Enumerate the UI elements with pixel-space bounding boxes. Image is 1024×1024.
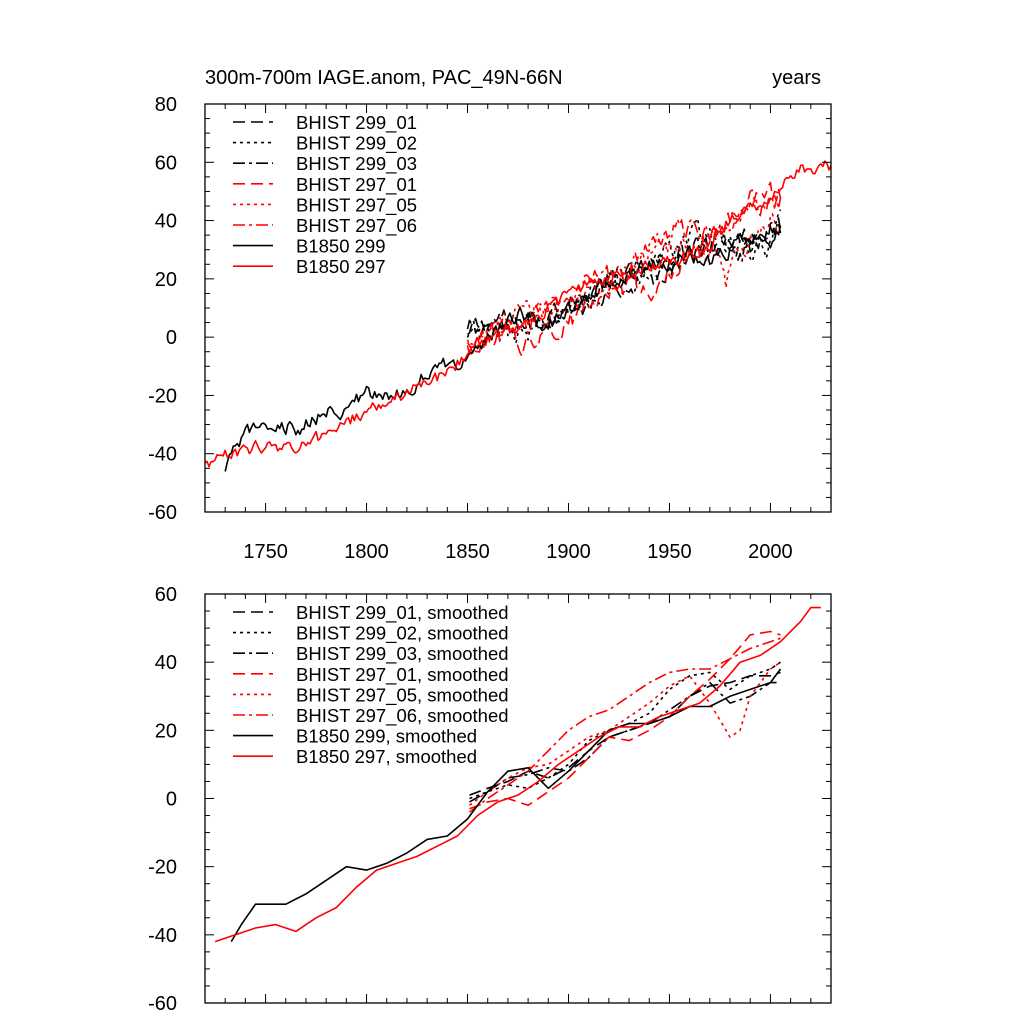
legend-label: BHIST 299_01, smoothed xyxy=(296,602,509,624)
legend-label: BHIST 297_05 xyxy=(296,194,417,216)
x-tick-label: 1800 xyxy=(344,541,389,563)
y-tick-label: -20 xyxy=(148,385,177,407)
y-tick-label: 80 xyxy=(155,94,177,116)
y-tick-label: 60 xyxy=(155,584,177,606)
series-group xyxy=(205,160,831,472)
y-tick-label: 20 xyxy=(155,720,177,742)
x-tick-label: 1950 xyxy=(647,541,692,563)
series-line-bhist-299-03 xyxy=(467,217,782,341)
series-line-b1850-299 xyxy=(224,225,782,472)
series-group xyxy=(214,606,821,943)
series-line-b1850-297 xyxy=(205,160,831,468)
legend-label: BHIST 297_01 xyxy=(296,174,417,196)
series-line-bhist-299-03-smoothed xyxy=(469,681,781,803)
y-tick-label: 0 xyxy=(166,327,177,349)
x-tick-label: 1750 xyxy=(243,541,288,563)
legend-label: BHIST 297_05, smoothed xyxy=(296,684,509,706)
y-tick-label: -60 xyxy=(148,993,177,1015)
legend-label: B1850 297, smoothed xyxy=(296,746,477,767)
y-tick-label: 40 xyxy=(155,211,177,233)
x-tick-label: 1850 xyxy=(445,541,490,563)
series-line-bhist-297-06-smoothed xyxy=(469,637,781,813)
series-line-bhist-297-01-smoothed xyxy=(469,630,781,810)
legend-label: BHIST 299_03 xyxy=(296,153,417,175)
series-line-bhist-299-01-smoothed xyxy=(469,671,781,796)
series-line-b1850-299-smoothed xyxy=(230,668,782,943)
series-line-b1850-297-smoothed xyxy=(214,606,821,943)
y-tick-label: -20 xyxy=(148,857,177,879)
legend-label: BHIST 299_03, smoothed xyxy=(296,643,509,665)
legend-label: B1850 299 xyxy=(296,236,386,257)
y-tick-label: 60 xyxy=(155,152,177,174)
legend-label: B1850 297 xyxy=(296,256,386,277)
legend-label: BHIST 297_06, smoothed xyxy=(296,705,509,727)
series-line-bhist-297-05 xyxy=(466,212,782,348)
units-label: years xyxy=(772,67,821,89)
legend-label: BHIST 299_02, smoothed xyxy=(296,623,509,645)
series-line-bhist-297-05-smoothed xyxy=(469,661,781,806)
series-line-bhist-297-01 xyxy=(466,181,782,358)
legend-label: B1850 299, smoothed xyxy=(296,726,477,747)
y-tick-label: 20 xyxy=(155,269,177,291)
chart-title: 300m-700m IAGE.anom, PAC_49N-66N xyxy=(205,67,563,89)
legend-label: BHIST 297_01, smoothed xyxy=(296,664,509,686)
y-tick-label: 40 xyxy=(155,652,177,674)
y-tick-label: -40 xyxy=(148,925,177,947)
legend-label: BHIST 299_02 xyxy=(296,133,417,155)
x-tick-label: 1900 xyxy=(546,541,591,563)
y-tick-label: 0 xyxy=(166,789,177,811)
legend-label: BHIST 297_06 xyxy=(296,215,417,237)
series-line-bhist-297-06 xyxy=(466,195,782,356)
y-tick-label: -40 xyxy=(148,444,177,466)
legend-label: BHIST 299_01 xyxy=(296,112,417,134)
x-tick-label: 2000 xyxy=(748,541,793,563)
panel-1: 300m-700m IAGE.anom, PAC_49N-66N years -60… xyxy=(148,67,832,563)
series-line-bhist-299-02-smoothed xyxy=(469,661,781,800)
y-tick-label: -60 xyxy=(148,502,177,524)
